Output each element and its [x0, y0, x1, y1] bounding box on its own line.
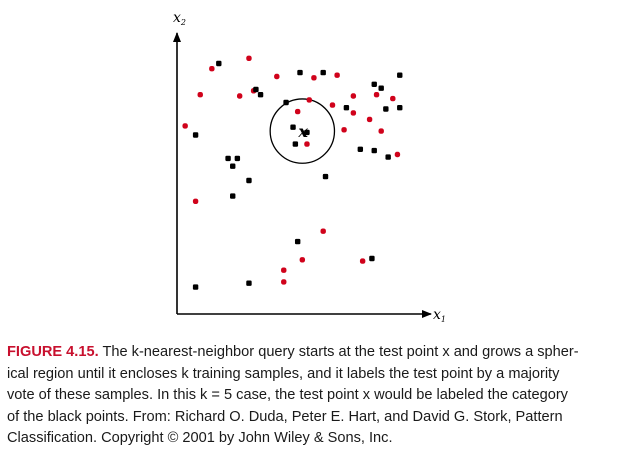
black-sample-point — [295, 239, 300, 244]
black-sample-point — [379, 86, 384, 91]
red-sample-point — [321, 229, 326, 234]
black-sample-point — [258, 92, 263, 97]
black-sample-point — [321, 70, 326, 75]
black-sample-point — [283, 100, 288, 105]
black-sample-point — [304, 130, 309, 135]
black-sample-point — [372, 82, 377, 87]
red-sample-point — [281, 279, 286, 284]
red-sample-point — [304, 141, 309, 146]
red-sample-point — [360, 258, 365, 263]
data-points — [182, 56, 402, 290]
x-axis-label-main: x — [433, 307, 441, 323]
caption-line-3: vote of these samples. In this k = 5 cas… — [7, 385, 613, 407]
red-sample-point — [311, 75, 316, 80]
y-axis-label: x2 — [173, 10, 186, 27]
y-axis-label-subscript: 2 — [180, 18, 186, 27]
caption-line-1-text: The k-nearest-neighbor query starts at t… — [102, 344, 578, 360]
red-sample-point — [374, 92, 379, 97]
black-sample-point — [358, 147, 363, 152]
caption-line-2: ical region until it encloses k training… — [7, 364, 613, 386]
y-axis-label-main: x — [173, 10, 181, 26]
black-sample-point — [230, 193, 235, 198]
red-sample-point — [379, 128, 384, 133]
red-sample-point — [198, 92, 203, 97]
red-sample-point — [274, 74, 279, 79]
black-sample-point — [293, 141, 298, 146]
red-sample-point — [246, 56, 251, 61]
black-sample-point — [246, 281, 251, 286]
black-sample-point — [193, 284, 198, 289]
red-sample-point — [237, 93, 242, 98]
black-sample-point — [344, 105, 349, 110]
figure-caption: FIGURE 4.15. The k-nearest-neighbor quer… — [7, 342, 613, 450]
x-axis-label-subscript: 1 — [441, 315, 446, 324]
red-sample-point — [330, 102, 335, 107]
black-sample-point — [297, 70, 302, 75]
caption-line-4: of the black points. From: Richard O. Du… — [7, 407, 613, 429]
black-sample-point — [397, 73, 402, 78]
black-sample-point — [193, 132, 198, 137]
black-sample-point — [383, 106, 388, 111]
black-sample-point — [225, 156, 230, 161]
black-sample-point — [246, 178, 251, 183]
red-sample-point — [395, 152, 400, 157]
black-sample-point — [372, 148, 377, 153]
red-sample-point — [295, 109, 300, 114]
red-sample-point — [209, 66, 214, 71]
red-sample-point — [341, 127, 346, 132]
x-axis-label: x1 — [433, 307, 446, 324]
black-sample-point — [235, 156, 240, 161]
red-sample-point — [367, 117, 372, 122]
red-sample-point — [300, 257, 305, 262]
red-sample-point — [351, 93, 356, 98]
black-sample-point — [385, 154, 390, 159]
caption-line-5: Classification. Copyright © 2001 by John… — [7, 428, 613, 450]
black-sample-point — [230, 164, 235, 169]
red-sample-point — [281, 268, 286, 273]
red-sample-point — [351, 110, 356, 115]
black-sample-point — [216, 61, 221, 66]
caption-figure-label: FIGURE 4.15. — [7, 344, 99, 360]
knn-scatter-plot: x2 x1 x — [0, 0, 623, 332]
black-sample-point — [397, 105, 402, 110]
red-sample-point — [334, 73, 339, 78]
black-sample-point — [323, 174, 328, 179]
red-sample-point — [390, 96, 395, 101]
red-sample-point — [193, 199, 198, 204]
black-sample-point — [290, 125, 295, 130]
black-sample-point — [253, 87, 258, 92]
red-sample-point — [182, 123, 187, 128]
red-sample-point — [307, 97, 312, 102]
caption-line-1: FIGURE 4.15. The k-nearest-neighbor quer… — [7, 342, 613, 364]
black-sample-point — [369, 256, 374, 261]
